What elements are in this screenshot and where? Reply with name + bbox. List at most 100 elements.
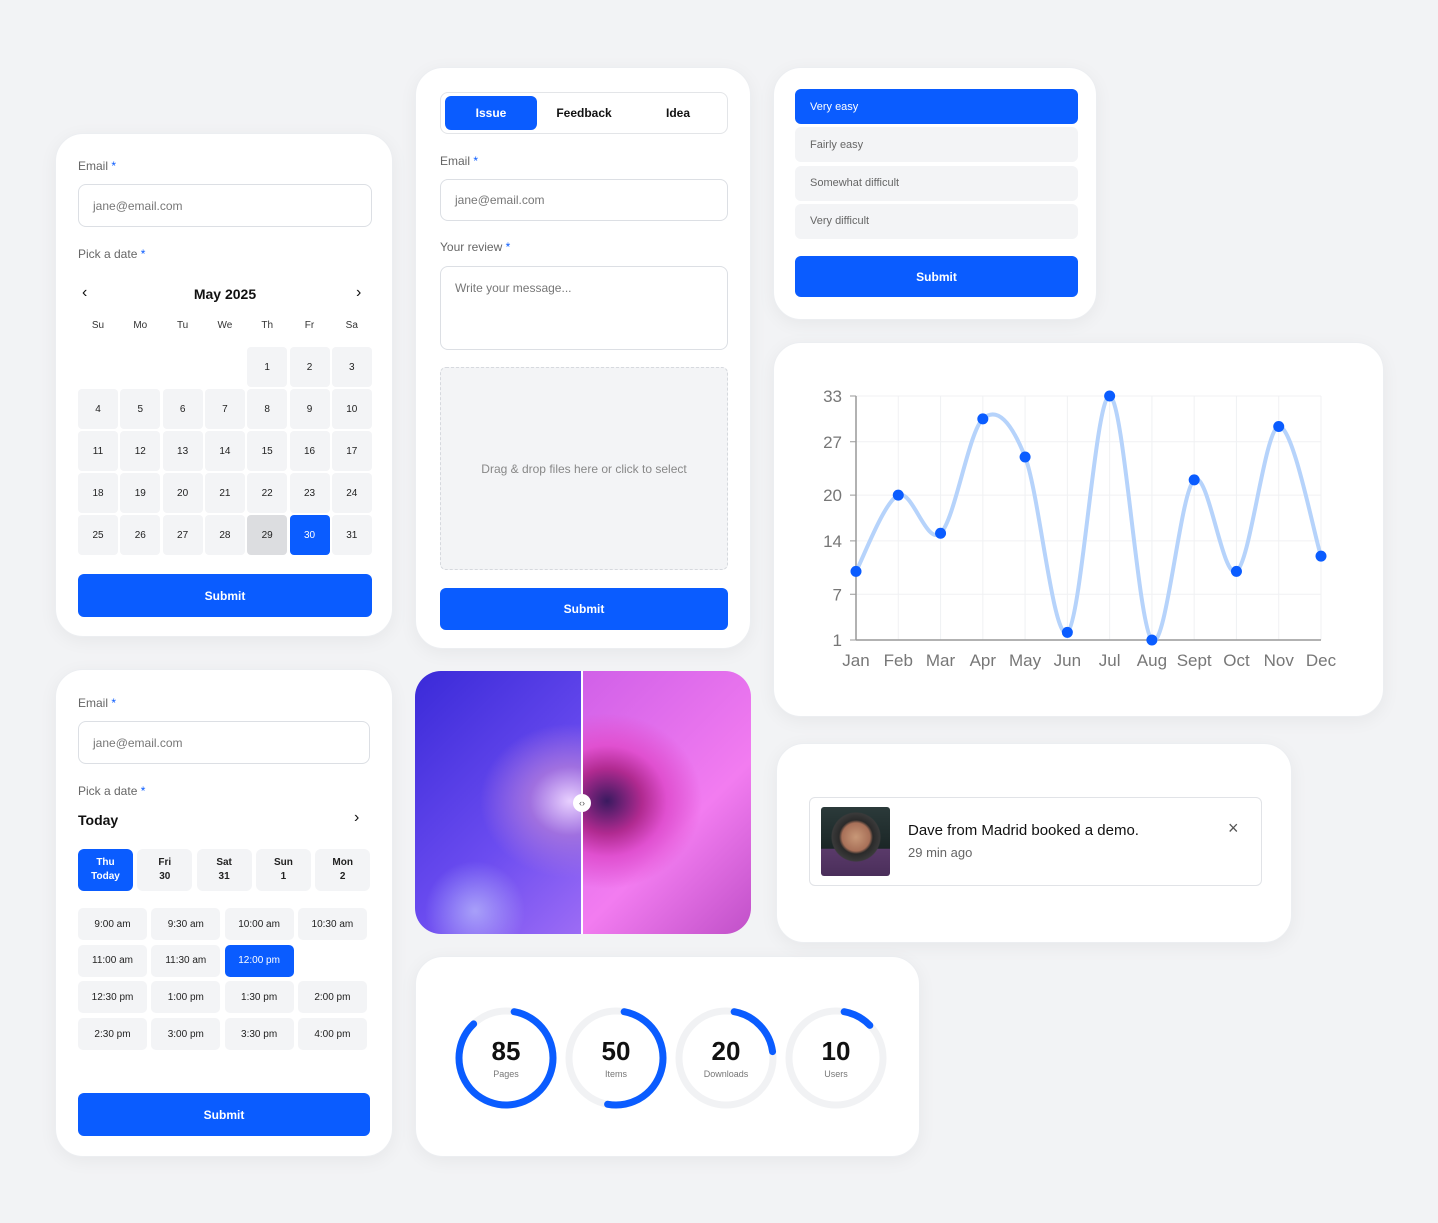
submit-button[interactable]: Submit <box>440 588 728 630</box>
time-slot[interactable]: 3:00 pm <box>151 1018 221 1051</box>
weekday-label: Tu <box>176 320 189 331</box>
time-slot[interactable]: 10:00 am <box>224 908 294 940</box>
calendar-day[interactable]: 3 <box>331 347 372 387</box>
day-name: Sun <box>273 857 293 868</box>
time-slot[interactable]: 12:30 pm <box>78 981 147 1014</box>
difficulty-option[interactable]: Very difficult <box>795 203 1078 239</box>
tab-feedback[interactable]: Feedback <box>556 106 612 120</box>
notification-message: Dave from Madrid booked a demo. <box>908 822 1139 839</box>
time-slot[interactable]: 12:00 pm <box>224 944 294 977</box>
calendar-day[interactable]: 20 <box>162 473 203 513</box>
calendar-day[interactable]: 8 <box>247 389 288 429</box>
calendar-day[interactable]: 28 <box>204 515 245 555</box>
tab-idea[interactable]: Idea <box>665 106 690 120</box>
weekday-label: Th <box>261 320 274 331</box>
data-point <box>850 565 862 577</box>
calendar-day[interactable]: 9 <box>289 389 330 429</box>
calendar-day[interactable]: 1 <box>247 347 288 387</box>
time-slot[interactable]: 10:30 am <box>297 908 367 940</box>
calendar-day[interactable]: 5 <box>120 389 161 429</box>
x-tick-label: Sept <box>1177 651 1212 670</box>
day-option[interactable]: Thu Today <box>78 849 133 891</box>
weekday-label: We <box>217 320 233 331</box>
day-option[interactable]: Mon 2 <box>315 849 371 891</box>
weekday-label: Su <box>91 320 105 331</box>
calendar-day[interactable]: 10 <box>331 389 372 429</box>
y-tick-label: 20 <box>823 486 842 505</box>
time-slot[interactable]: 2:30 pm <box>78 1018 147 1051</box>
calendar-day[interactable]: 22 <box>247 473 288 513</box>
tab-issue[interactable]: Issue <box>445 96 537 130</box>
date-label: Pick a date * <box>78 247 146 261</box>
calendar-day[interactable]: 14 <box>204 431 245 471</box>
calendar-day[interactable]: 29 <box>247 515 288 555</box>
review-textarea[interactable]: Write your message... <box>440 266 728 350</box>
calendar-day[interactable]: 17 <box>331 431 372 471</box>
day-option[interactable]: Sun 1 <box>255 849 311 891</box>
difficulty-option[interactable]: Very easy <box>795 89 1078 124</box>
time-slot[interactable]: 4:00 pm <box>297 1018 367 1051</box>
x-tick-label: Apr <box>970 651 997 670</box>
day-date: 2 <box>339 871 346 882</box>
calendar-day[interactable]: 21 <box>204 473 245 513</box>
next-days-button[interactable]: › <box>354 809 360 826</box>
time-slot[interactable]: 3:30 pm <box>224 1018 294 1051</box>
calendar-day[interactable]: 13 <box>162 431 203 471</box>
time-slot[interactable]: 1:00 pm <box>151 981 221 1014</box>
calendar-day[interactable]: 24 <box>331 473 372 513</box>
avatar <box>821 807 890 876</box>
next-month-button[interactable]: › <box>356 284 362 301</box>
time-slot[interactable]: 9:30 am <box>151 908 221 940</box>
calendar-day[interactable]: 18 <box>78 473 118 513</box>
data-point <box>1104 390 1116 402</box>
email-input[interactable]: jane@email.com <box>440 179 728 221</box>
day-option[interactable]: Sat 31 <box>196 849 252 891</box>
gauge-arc <box>785 1007 887 1109</box>
day-name: Thu <box>96 857 115 868</box>
close-icon[interactable]: × <box>1228 818 1239 838</box>
time-slot[interactable]: 1:30 pm <box>224 981 294 1014</box>
day-date: 31 <box>218 871 230 882</box>
calendar-day[interactable]: 6 <box>162 389 203 429</box>
prev-month-button[interactable]: ‹ <box>82 284 88 301</box>
data-point <box>977 413 989 425</box>
calendar-day[interactable]: 12 <box>120 431 161 471</box>
difficulty-option[interactable]: Somewhat difficult <box>795 165 1078 201</box>
submit-button[interactable]: Submit <box>78 1093 370 1136</box>
calendar-day[interactable]: 16 <box>289 431 330 471</box>
day-option[interactable]: Fri 30 <box>137 849 193 891</box>
data-point <box>1273 421 1285 432</box>
calendar-day[interactable]: 30 <box>289 515 330 555</box>
calendar-day[interactable]: 19 <box>120 473 161 513</box>
email-input[interactable]: jane@email.com <box>78 721 370 764</box>
file-dropzone[interactable]: Drag & drop files here or click to selec… <box>440 367 728 570</box>
calendar-day[interactable]: 7 <box>204 389 245 429</box>
calendar-day[interactable]: 27 <box>162 515 203 555</box>
email-input[interactable]: jane@email.com <box>78 184 372 227</box>
day-heading: Today <box>78 812 119 828</box>
submit-button[interactable]: Submit <box>795 256 1078 297</box>
calendar-day[interactable]: 31 <box>331 515 372 555</box>
time-slot[interactable]: 11:00 am <box>78 944 147 977</box>
time-slot[interactable]: 11:30 am <box>151 944 221 977</box>
time-slot[interactable]: 9:00 am <box>78 908 147 940</box>
calendar-day[interactable]: 2 <box>289 347 330 387</box>
calendar-day[interactable]: 26 <box>120 515 161 555</box>
calendar-day[interactable]: 4 <box>78 389 118 429</box>
calendar-day[interactable]: 25 <box>78 515 118 555</box>
gauge-label: Downloads <box>704 1069 749 1079</box>
slider-handle-icon[interactable]: ‹› <box>573 794 591 812</box>
image-compare-slider[interactable]: ‹› <box>415 671 751 934</box>
y-tick-label: 27 <box>823 433 842 452</box>
data-point <box>935 527 947 539</box>
calendar-day[interactable]: 11 <box>78 431 118 471</box>
after-image <box>582 671 751 934</box>
submit-button[interactable]: Submit <box>78 574 372 617</box>
time-slot-card: Email * jane@email.com Pick a date * Tod… <box>55 669 393 1157</box>
calendar-day[interactable]: 23 <box>289 473 330 513</box>
weekday-label: Fr <box>304 320 315 331</box>
calendar-day[interactable]: 15 <box>247 431 288 471</box>
gauges: 85 Pages 50 Items 20 Downloads 10 Users <box>455 1007 887 1109</box>
difficulty-option[interactable]: Fairly easy <box>795 127 1078 163</box>
time-slot[interactable]: 2:00 pm <box>297 981 367 1014</box>
